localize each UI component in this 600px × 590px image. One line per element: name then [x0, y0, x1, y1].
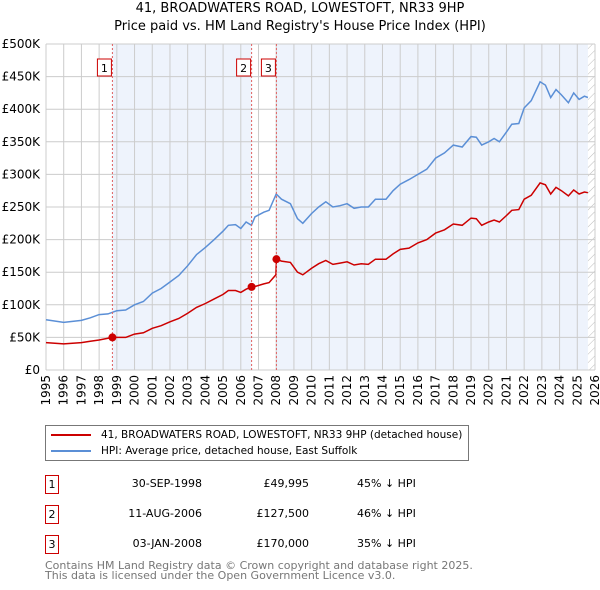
sale-price: £49,995 [263, 477, 310, 490]
legend-swatch-blue [51, 450, 91, 452]
sale-point [108, 333, 117, 342]
table-row: 2 11-AUG-2006 £127,500 46% ↓ HPI [45, 505, 445, 525]
x-tick-label: 2008 [269, 375, 283, 406]
sale-price: £170,000 [256, 537, 310, 550]
x-tick-label: 2023 [535, 375, 549, 406]
x-tick-label: 2018 [446, 375, 460, 406]
y-tick-label: £50K [9, 330, 41, 344]
x-tick-label: 1996 [57, 375, 71, 406]
x-tick-label: 2009 [287, 375, 301, 406]
x-tick-label: 2019 [464, 375, 478, 406]
sale-label-box [96, 58, 112, 77]
sale-date: 11-AUG-2006 [128, 507, 202, 520]
x-tick-label: 2007 [252, 375, 266, 406]
y-tick-label: £350K [2, 135, 42, 149]
x-tick-label: 2004 [198, 375, 212, 406]
x-tick-label: 2022 [517, 375, 531, 406]
x-tick-label: 2017 [429, 375, 443, 406]
footer-copyright: Contains HM Land Registry data © Crown c… [45, 559, 473, 572]
hpi-line [45, 80, 589, 324]
x-tick-label: 2024 [553, 375, 567, 406]
sale-point [247, 282, 256, 291]
y-tick-label: £0 [25, 363, 40, 377]
x-tick-label: 2025 [570, 375, 584, 406]
y-tick-label: £300K [2, 167, 42, 181]
sale-label: 2 [240, 62, 247, 75]
legend-label: 41, BROADWATERS ROAD, LOWESTOFT, NR33 9H… [101, 429, 463, 441]
legend: 41, BROADWATERS ROAD, LOWESTOFT, NR33 9H… [45, 425, 469, 461]
sale-label-box [236, 58, 252, 77]
x-tick-label: 2013 [358, 375, 372, 406]
x-tick-label: 2006 [234, 375, 248, 406]
x-tick-label: 2002 [163, 375, 177, 406]
y-tick-label: £100K [2, 298, 42, 312]
sale-label: 3 [265, 62, 272, 75]
sale-date: 30-SEP-1998 [131, 477, 202, 490]
x-tick-label: 2003 [181, 375, 195, 406]
x-tick-label: 2016 [411, 375, 425, 406]
x-tick-label: 2020 [482, 375, 496, 406]
x-tick-label: 2005 [216, 375, 230, 406]
x-tick-label: 2015 [393, 375, 407, 406]
chart-title: 41, BROADWATERS ROAD, LOWESTOFT, NR33 9H… [135, 1, 465, 16]
x-tick-label: 1998 [92, 375, 106, 406]
x-tick-label: 1999 [110, 375, 124, 406]
x-tick-label: 2026 [588, 375, 600, 406]
x-tick-label: 1995 [39, 375, 53, 406]
legend-item-property: 41, BROADWATERS ROAD, LOWESTOFT, NR33 9H… [51, 429, 462, 441]
sale-marker-box: 2 [45, 505, 59, 524]
x-tick-label: 2014 [375, 375, 389, 406]
legend-label: HPI: Average price, detached house, East… [101, 445, 358, 457]
legend-item-hpi: HPI: Average price, detached house, East… [51, 445, 357, 457]
sale-hpi-diff: 45% ↓ HPI [357, 477, 416, 490]
x-tick-label: 2000 [128, 375, 142, 406]
y-tick-label: £200K [2, 233, 42, 247]
y-tick-label: £400K [2, 102, 42, 116]
sale-marker-box: 1 [45, 475, 59, 494]
legend-swatch-red [51, 434, 91, 436]
sale-label: 1 [101, 62, 108, 75]
y-tick-label: £250K [2, 200, 42, 214]
y-tick-label: £500K [2, 37, 42, 51]
chart-subtitle: Price paid vs. HM Land Registry's House … [114, 19, 486, 34]
x-tick-label: 2011 [322, 375, 336, 406]
sale-price: £127,500 [256, 507, 310, 520]
price-chart: 1995 1996 1997 1998 1999 2000 2001 2002 2003 2004… [2, 37, 600, 406]
sale-label-box [260, 58, 276, 77]
sale-hpi-diff: 46% ↓ HPI [357, 507, 416, 520]
x-tick-label: 2001 [145, 375, 159, 406]
sale-date: 03-JAN-2008 [132, 537, 202, 550]
property-price-line [45, 182, 589, 345]
sale-marker-box: 3 [45, 535, 59, 554]
x-tick-label: 2012 [340, 375, 354, 406]
footer-licence: This data is licensed under the Open Gov… [45, 569, 396, 582]
table-row: 3 03-JAN-2008 £170,000 35% ↓ HPI [45, 535, 445, 555]
sale-point [272, 255, 281, 264]
sale-hpi-diff: 35% ↓ HPI [357, 537, 416, 550]
x-tick-label: 2021 [499, 375, 513, 406]
x-tick-label: 2010 [305, 375, 319, 406]
x-tick-label: 1997 [74, 375, 88, 406]
y-tick-label: £450K [2, 70, 42, 84]
table-row: 1 30-SEP-1998 £49,995 45% ↓ HPI [45, 475, 445, 495]
y-tick-label: £150K [2, 265, 42, 279]
